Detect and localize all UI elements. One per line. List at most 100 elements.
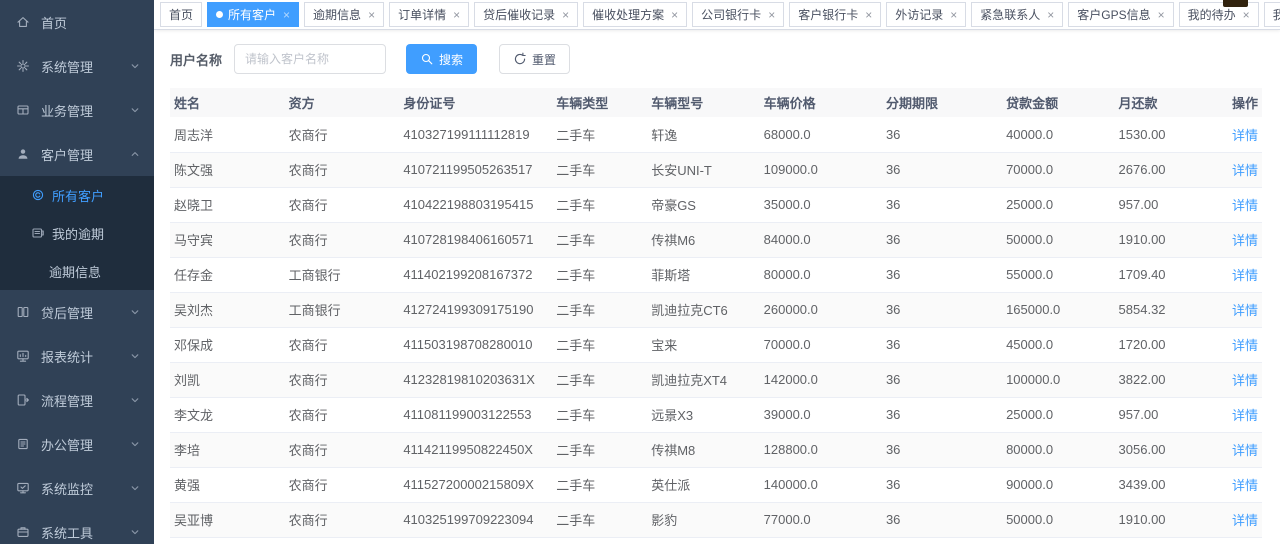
table-cell: 128800.0 — [759, 432, 882, 468]
reset-button[interactable]: 重置 — [499, 44, 571, 74]
tab-item[interactable]: 贷后催收记录 × — [474, 2, 579, 27]
table-cell: 陈文强 — [170, 152, 285, 188]
overdue-icon — [31, 226, 45, 240]
table-cell: 吴刘杰 — [170, 292, 285, 328]
table-cell: 二手车 — [552, 327, 648, 363]
tab-label: 催收处理方案 — [592, 8, 665, 22]
table-cell: 410721199505263517 — [399, 152, 553, 188]
table-cell: 40000.0 — [1002, 117, 1115, 153]
close-icon[interactable]: × — [368, 7, 376, 22]
search-button[interactable]: 搜索 — [406, 44, 478, 74]
row-actions-cell: 详情 — [1218, 222, 1262, 258]
row-actions-cell — [1218, 537, 1262, 544]
table-cell: 二手车 — [552, 292, 648, 328]
detail-link[interactable]: 详情 — [1231, 198, 1258, 213]
tab-item[interactable]: 客户银行卡 × — [789, 2, 882, 27]
close-icon[interactable]: × — [671, 7, 679, 22]
sidebar-subitem[interactable]: 所有客户 — [0, 176, 154, 214]
close-icon[interactable]: × — [1242, 7, 1250, 22]
detail-link[interactable]: 详情 — [1231, 338, 1258, 353]
close-icon[interactable]: × — [950, 7, 958, 22]
chevron-down-icon — [128, 349, 142, 363]
detail-link[interactable]: 详情 — [1231, 127, 1258, 143]
chevron-down-icon — [128, 103, 142, 117]
sidebar-item[interactable]: 首页 — [0, 0, 154, 44]
tab-item[interactable]: 我的流程× — [1263, 2, 1280, 27]
tab-item[interactable]: 订单详情 × — [389, 2, 470, 27]
tab-item[interactable]: 紧急联系人 × — [971, 2, 1064, 27]
table-cell: 36 — [881, 222, 1003, 258]
sidebar-item[interactable]: 流程管理 — [0, 378, 154, 422]
sidebar-subitem[interactable]: 我的逾期 — [0, 214, 154, 252]
table-row: 刘凯 农商行 41232819810203631X 二手车 凯迪拉克XT4 142000.… — [170, 362, 1262, 398]
sidebar-item[interactable]: 业务管理 — [0, 88, 154, 132]
sidebar-item-label: 系统管理 — [41, 59, 94, 75]
office-icon — [16, 436, 32, 452]
table-cell: 农商行 — [284, 502, 400, 538]
tab-label: 首页 — [169, 8, 194, 22]
close-icon[interactable]: × — [453, 7, 461, 22]
close-icon[interactable]: × — [865, 7, 873, 22]
row-actions-cell: 详情 — [1218, 152, 1262, 188]
detail-link[interactable]: 详情 — [1231, 408, 1258, 423]
close-icon[interactable]: × — [1047, 7, 1055, 22]
table-cell — [759, 537, 882, 544]
sidebar-item[interactable]: 办公管理 — [0, 422, 154, 466]
detail-link[interactable]: 详情 — [1231, 373, 1258, 388]
sidebar-item[interactable]: 系统工具 — [0, 510, 154, 544]
tab-label: 外访记录 — [895, 8, 944, 22]
table-cell: 凯迪拉克CT6 — [647, 292, 760, 328]
detail-link[interactable]: 详情 — [1231, 443, 1258, 458]
tab-item[interactable]: 客户GPS信息 × — [1068, 2, 1174, 27]
tab-item[interactable]: 外访记录 × — [886, 2, 967, 27]
close-icon[interactable]: × — [1157, 7, 1165, 22]
search-form: 用户名称 搜索 重置 — [170, 44, 1262, 74]
sidebar-item[interactable]: 贷后管理 — [0, 290, 154, 334]
tab-item[interactable]: 逾期信息 × — [304, 2, 385, 27]
active-tab-dot — [216, 11, 224, 18]
sidebar-item[interactable]: 报表统计 — [0, 334, 154, 378]
customer-name-input[interactable] — [234, 44, 387, 74]
sidebar-item-label: 客户管理 — [41, 147, 94, 163]
sidebar-item[interactable]: 系统监控 — [0, 466, 154, 510]
tab-item[interactable]: 首页 — [160, 2, 203, 27]
detail-link[interactable]: 详情 — [1231, 268, 1258, 283]
table-cell: 工商银行 — [284, 257, 400, 293]
row-actions-cell: 详情 — [1218, 187, 1262, 223]
sidebar-subitem-label: 逾期信息 — [49, 264, 102, 280]
tab-item[interactable]: 公司银行卡 × — [692, 2, 785, 27]
postloan-icon — [16, 304, 32, 320]
sidebar-item-label: 业务管理 — [41, 103, 94, 119]
table-cell: 70000.0 — [759, 327, 882, 363]
table-cell: 39000.0 — [759, 397, 882, 433]
table-cell: 农商行 — [284, 327, 400, 363]
detail-link[interactable]: 详情 — [1231, 163, 1258, 178]
detail-link[interactable]: 详情 — [1231, 478, 1258, 493]
table-cell: 1910.00 — [1114, 222, 1219, 258]
tab-active[interactable]: 所有客户 × — [207, 2, 300, 27]
refresh-icon — [513, 52, 532, 66]
sidebar-item[interactable]: 客户管理 — [0, 132, 154, 176]
detail-link[interactable]: 详情 — [1231, 513, 1258, 528]
table-cell: 41232819810203631X — [399, 362, 553, 398]
detail-link[interactable]: 详情 — [1231, 233, 1258, 248]
tab-item[interactable]: 催收处理方案 × — [583, 2, 688, 27]
table-cell: 农商行 — [284, 117, 400, 153]
table-cell: 84000.0 — [759, 222, 882, 258]
table-cell: 36 — [881, 362, 1003, 398]
avatar-image-fragment[interactable] — [1223, 0, 1248, 7]
table-cell: 李培 — [170, 432, 285, 468]
close-icon[interactable]: × — [562, 7, 570, 22]
close-icon[interactable]: × — [768, 7, 776, 22]
detail-link[interactable]: 详情 — [1231, 303, 1258, 318]
close-icon[interactable]: × — [283, 7, 291, 22]
sidebar-item[interactable]: 系统管理 — [0, 44, 154, 88]
sidebar-subitem[interactable]: 逾期信息 — [0, 252, 154, 290]
process-icon — [16, 392, 32, 408]
table-cell: 马守宾 — [170, 222, 285, 258]
tab-label: 我的待办 — [1187, 8, 1236, 22]
table-cell: 李文龙 — [170, 397, 285, 433]
